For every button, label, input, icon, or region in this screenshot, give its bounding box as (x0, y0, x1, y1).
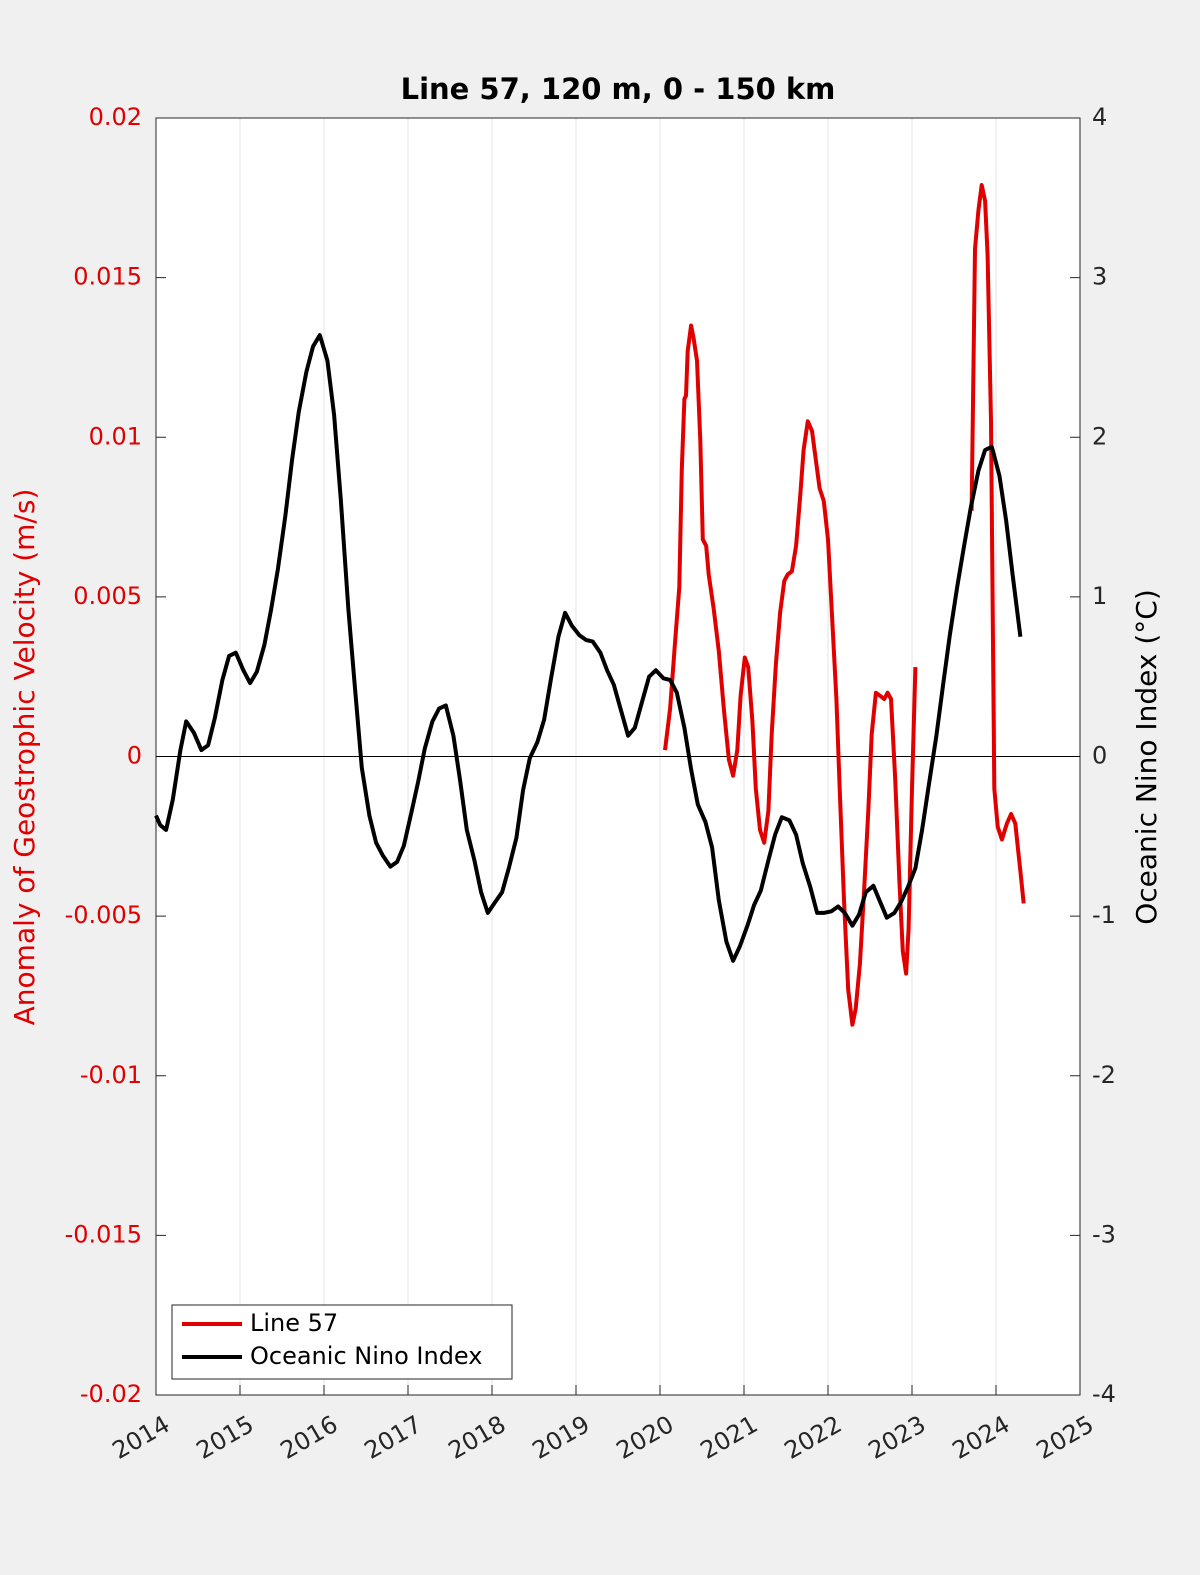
y-tick-label: -0.015 (65, 1220, 142, 1248)
y-tick-label: 0.015 (73, 263, 142, 291)
y2-tick-label: 4 (1092, 103, 1107, 131)
y-axis-label: Anomaly of Geostrophic Velocity (m/s) (8, 489, 41, 1026)
y-tick-label: -0.01 (80, 1061, 142, 1089)
series-line (663, 183, 1026, 1027)
y2-tick-label: 1 (1092, 582, 1107, 610)
y-tick-label: 0 (127, 742, 142, 770)
legend-label: Line 57 (250, 1309, 338, 1337)
x-tick-label: 2018 (444, 1410, 511, 1465)
x-tick-label: 2020 (612, 1410, 679, 1465)
x-tick-label: 2023 (864, 1410, 931, 1465)
y2-tick-label: -3 (1092, 1220, 1116, 1248)
y-tick-label: 0.02 (89, 103, 142, 131)
x-tick-label: 2022 (780, 1410, 847, 1465)
y2-tick-label: -4 (1092, 1380, 1116, 1408)
y-tick-label: -0.02 (80, 1380, 142, 1408)
y2-tick-label: -2 (1092, 1061, 1116, 1089)
x-tick-label: 2024 (948, 1410, 1015, 1465)
x-tick-label: 2025 (1032, 1410, 1099, 1465)
y2-axis-label: Oceanic Nino Index (°C) (1130, 589, 1163, 925)
x-tick-label: 2014 (108, 1410, 175, 1465)
x-tick-label: 2015 (192, 1410, 259, 1465)
x-tick-label: 2019 (528, 1410, 595, 1465)
legend-box (171, 1304, 513, 1380)
legend-label: Oceanic Nino Index (250, 1342, 482, 1370)
y2-tick-label: 0 (1092, 742, 1107, 770)
chart-title: Line 57, 120 m, 0 - 150 km (401, 72, 836, 106)
y-tick-label: 0.01 (89, 422, 142, 450)
y2-tick-label: 2 (1092, 422, 1107, 450)
x-tick-label: 2017 (360, 1410, 427, 1465)
y2-tick-label: -1 (1092, 901, 1116, 929)
series-line (154, 333, 1023, 963)
y-tick-label: 0.005 (73, 582, 142, 610)
x-tick-label: 2016 (276, 1410, 343, 1465)
y2-tick-label: 3 (1092, 263, 1107, 291)
y-tick-label: -0.005 (65, 901, 142, 929)
x-tick-label: 2021 (696, 1410, 763, 1465)
